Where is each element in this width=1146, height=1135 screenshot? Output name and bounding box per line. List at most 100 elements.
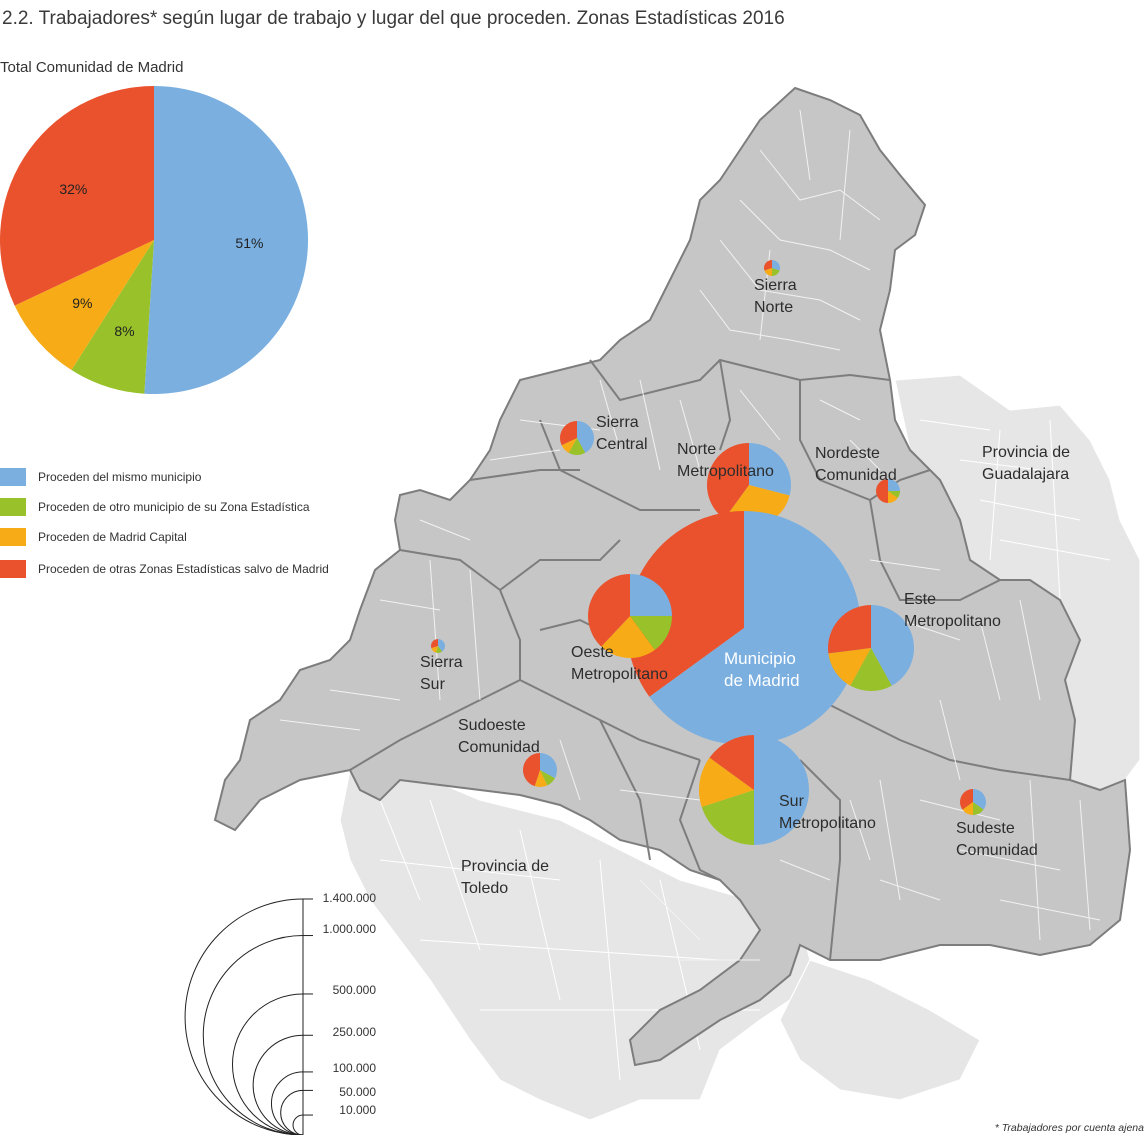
total-pie-slice-other-municipality	[71, 240, 154, 394]
region-label-toledo: Provincia de Toledo	[461, 856, 571, 900]
zone-pie-slice-other-zones	[960, 789, 973, 810]
scale-circle	[231, 993, 304, 1135]
zone-pie-slice-madrid-capital	[699, 757, 754, 807]
zone-label-nordeste-comunidad: Nordeste Comunidad	[815, 443, 897, 487]
zone-label-line: Municipio	[724, 649, 796, 668]
chart-title: 2.2. Trabajadores* según lugar de trabaj…	[2, 8, 785, 29]
zone-pie-slice-same-municipality	[438, 639, 446, 652]
zone-label-line: Metropolitano	[571, 666, 668, 683]
size-scale-legend	[184, 898, 313, 1135]
zone-pie-slice-same-municipality	[630, 574, 672, 616]
zone-pie-slice-same-municipality	[577, 421, 595, 453]
zone-label-line: Norte	[677, 441, 717, 458]
zone-pie-slice-other-zones	[430, 639, 438, 649]
zone-label-municipio-madrid: Municipio de Madrid	[724, 648, 800, 692]
zone-pie-sudoeste-comunidad	[522, 753, 557, 787]
zone-label-line: Sudoeste	[458, 717, 526, 734]
zone-pie-slice-madrid-capital	[431, 646, 438, 653]
zone-pie-charts	[430, 260, 987, 845]
scale-circle	[271, 1071, 304, 1135]
zone-label-line: Comunidad	[815, 467, 897, 484]
zone-pie-sur-metropolitano	[699, 735, 809, 845]
legend-swatch	[0, 468, 26, 486]
region-label-guadalajara: Provincia de Guadalajara	[982, 442, 1092, 486]
zone-pie-slice-madrid-capital	[561, 438, 577, 453]
zone-pie-slice-other-municipality	[568, 438, 586, 455]
legend-label: Proceden de otro municipio de su Zona Es…	[38, 500, 310, 514]
zone-label-sur-metropolitano: Sur Metropolitano	[779, 791, 876, 835]
zone-label-sierra-central: Sierra Central	[596, 412, 648, 456]
zone-pie-slice-madrid-capital	[534, 770, 548, 787]
zone-pie-slice-other-zones	[707, 443, 749, 519]
legend-label: Proceden de otras Zonas Estadísticas sal…	[38, 562, 329, 576]
total-pie-data-label: 9%	[72, 295, 92, 311]
total-pie-data-label: 8%	[114, 323, 134, 339]
total-pie-slice-same-municipality	[144, 86, 309, 394]
zone-pie-nordeste-comunidad	[876, 479, 900, 503]
region-label-text: Provincia de Guadalajara	[982, 444, 1071, 483]
total-pie-data-label: 32%	[59, 181, 87, 197]
legend-swatch	[0, 560, 26, 578]
zone-pie-slice-same-municipality	[749, 443, 791, 496]
zone-label-line: Oeste	[571, 644, 614, 661]
scale-label: 1.400.000	[322, 891, 376, 905]
zone-pie-slice-other-zones	[559, 421, 577, 446]
zone-pie-oeste-metropolitano	[588, 574, 672, 658]
zone-label-line: Metropolitano	[779, 815, 876, 832]
zone-pie-slice-other-municipality	[888, 491, 900, 499]
zone-pie-slice-madrid-capital	[601, 616, 655, 658]
zone-label-line: Nordeste	[815, 445, 880, 462]
zone-pie-slice-other-zones	[709, 735, 754, 790]
zone-pie-slice-same-municipality	[871, 605, 915, 686]
total-pie-slice-madrid-capital	[14, 240, 155, 371]
zone-pie-slice-other-zones	[588, 574, 630, 647]
zone-pie-slice-other-municipality	[701, 790, 754, 845]
zone-label-este-metropolitano: Este Metropolitano	[904, 589, 1001, 633]
zone-label-line: Comunidad	[458, 739, 540, 756]
zone-pie-slice-same-municipality	[754, 735, 809, 845]
zone-pie-sierra-sur	[430, 639, 446, 654]
zone-pie-slice-madrid-capital	[764, 268, 772, 276]
zone-label-line: Sierra	[754, 277, 797, 294]
scale-circle	[202, 935, 304, 1135]
zone-pie-sierra-central	[559, 421, 595, 455]
legend-label: Proceden del mismo municipio	[38, 470, 202, 484]
zone-label-line: Central	[596, 436, 648, 453]
zone-label-line: Sur	[779, 793, 804, 810]
scale-label: 100.000	[332, 1061, 376, 1075]
zone-pie-slice-same-municipality	[540, 753, 557, 779]
footnote: * Trabajadores por cuenta ajena	[994, 1122, 1144, 1134]
legend-label: Proceden de Madrid Capital	[38, 530, 187, 544]
zone-pie-slice-madrid-capital	[888, 491, 898, 503]
zone-label-line: Metropolitano	[904, 613, 1001, 630]
zone-pie-slice-other-municipality	[850, 648, 892, 692]
legend-swatch	[0, 498, 26, 516]
scale-circle	[184, 898, 304, 1135]
zone-pie-slice-madrid-capital	[962, 802, 973, 815]
zone-pie-slice-other-municipality	[630, 616, 672, 650]
zone-pie-slice-other-zones	[876, 479, 888, 503]
scale-circle	[252, 1034, 304, 1135]
zone-pie-slice-same-municipality	[649, 511, 861, 745]
scale-label: 10.000	[339, 1103, 376, 1117]
zone-pie-slice-other-zones	[827, 605, 871, 654]
zone-pie-este-metropolitano	[827, 605, 915, 692]
zone-label-line: Sierra	[596, 414, 639, 431]
total-pie-chart: 51% 8% 9% 32%	[0, 86, 309, 394]
zone-label-line: Metropolitano	[677, 463, 774, 480]
total-pie-title: Total Comunidad de Madrid	[0, 59, 184, 76]
region-label-text: Provincia de Toledo	[461, 858, 550, 897]
zone-pie-slice-same-municipality	[772, 260, 780, 271]
zone-pie-slice-other-zones	[522, 753, 540, 787]
zone-pie-slice-other-municipality	[435, 646, 443, 654]
zone-label-sudeste-comunidad: Sudeste Comunidad	[956, 818, 1038, 862]
zone-pie-slice-same-municipality	[973, 789, 987, 810]
zone-label-oeste-metropolitano: Oeste Metropolitano	[571, 642, 668, 686]
zone-pie-municipio-de-madrid	[627, 511, 861, 745]
scale-circle	[280, 1089, 304, 1135]
zone-pie-slice-other-municipality	[973, 802, 984, 815]
scale-label: 1.000.000	[322, 922, 376, 936]
zone-pie-slice-same-municipality	[888, 479, 900, 491]
legend-swatch	[0, 528, 26, 546]
